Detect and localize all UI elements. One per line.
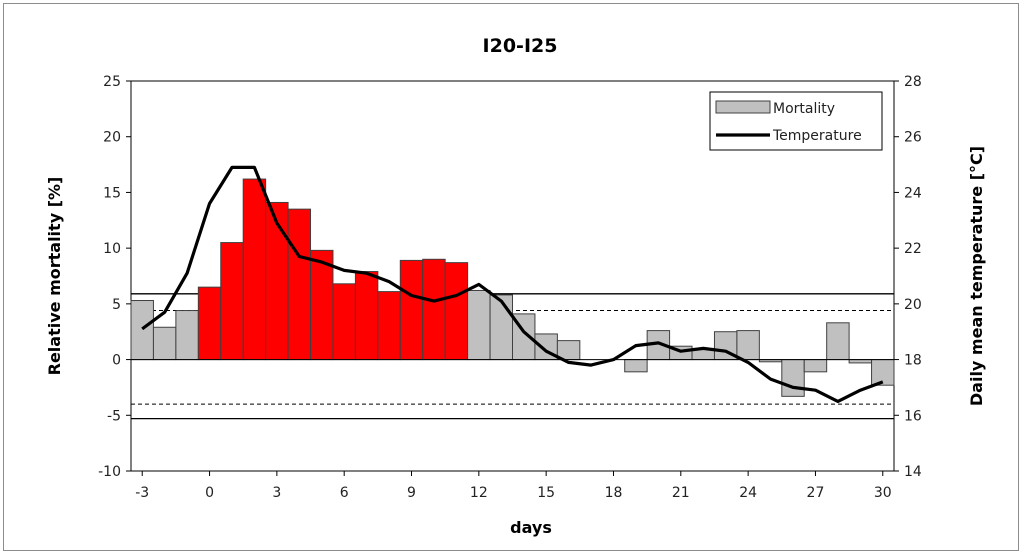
right-axis-ticks: 14 16 18 20 22 24 26 28 bbox=[894, 74, 922, 480]
mortality-bar-heatwave bbox=[197, 286, 222, 361]
left-tick-label: 15 bbox=[103, 185, 121, 201]
mortality-bar-heatwave bbox=[377, 291, 401, 361]
mortality-bar-heatwave bbox=[444, 262, 469, 361]
mortality-bar bbox=[826, 322, 850, 361]
x-tick-label: 30 bbox=[874, 485, 892, 501]
mortality-bar bbox=[467, 289, 491, 361]
legend: Mortality Temperature bbox=[709, 91, 883, 151]
right-tick-label: 14 bbox=[904, 464, 922, 480]
x-tick-label: 27 bbox=[807, 485, 825, 501]
right-tick-label: 20 bbox=[904, 297, 922, 313]
mortality-bars bbox=[130, 178, 895, 397]
left-axis-title: Relative mortality [%] bbox=[45, 177, 64, 376]
mortality-bar bbox=[175, 310, 199, 361]
mortality-bar-heatwave bbox=[310, 249, 334, 361]
mortality-bar bbox=[781, 359, 805, 397]
mortality-bar-heatwave bbox=[354, 271, 379, 361]
mortality-bar-heatwave bbox=[399, 259, 424, 361]
legend-mortality-label: Mortality bbox=[773, 101, 835, 117]
mortality-bar-heatwave bbox=[422, 258, 446, 361]
mortality-bar bbox=[624, 359, 648, 373]
x-axis-title: days bbox=[510, 518, 552, 537]
x-tick-label: 6 bbox=[340, 485, 349, 501]
mortality-bar-heatwave bbox=[287, 208, 312, 361]
x-tick-label: 12 bbox=[470, 485, 488, 501]
right-tick-label: 18 bbox=[904, 353, 922, 369]
left-axis-ticks: -10 -5 0 5 10 15 20 25 bbox=[98, 74, 131, 480]
x-tick-label: 21 bbox=[672, 485, 690, 501]
x-tick-label: 0 bbox=[205, 485, 214, 501]
left-tick-label: 0 bbox=[112, 353, 121, 369]
mortality-bar-heatwave bbox=[265, 201, 289, 361]
left-tick-label: 5 bbox=[112, 297, 121, 313]
legend-mortality-swatch bbox=[715, 100, 771, 114]
mortality-bar bbox=[736, 330, 760, 361]
mortality-bar bbox=[871, 359, 895, 386]
left-tick-label: 25 bbox=[103, 74, 121, 90]
mortality-bar-heatwave bbox=[332, 283, 356, 361]
x-tick-label: 9 bbox=[407, 485, 416, 501]
mortality-bar-heatwave bbox=[242, 178, 267, 361]
chart-title: I20-I25 bbox=[483, 35, 558, 57]
mortality-bar bbox=[130, 300, 154, 361]
x-tick-label: 3 bbox=[272, 485, 281, 501]
temperature-line bbox=[141, 165, 884, 403]
x-tick-label: -3 bbox=[135, 485, 149, 501]
x-tick-label: 24 bbox=[739, 485, 757, 501]
mortality-bar bbox=[152, 326, 177, 361]
right-tick-label: 26 bbox=[904, 130, 922, 146]
mortality-bar-heatwave bbox=[220, 242, 244, 361]
mortality-bar bbox=[803, 359, 828, 373]
left-tick-label: 10 bbox=[103, 241, 121, 257]
right-tick-label: 16 bbox=[904, 408, 922, 424]
x-tick-label: 15 bbox=[537, 485, 555, 501]
left-tick-label: 20 bbox=[103, 130, 121, 146]
left-tick-label: -5 bbox=[107, 408, 121, 424]
left-tick-label: -10 bbox=[98, 464, 121, 480]
right-tick-label: 22 bbox=[904, 241, 922, 257]
right-tick-label: 24 bbox=[904, 185, 922, 201]
right-axis-title: Daily mean temperature [°C] bbox=[967, 146, 986, 406]
mortality-bar bbox=[848, 359, 873, 364]
mortality-bar bbox=[489, 294, 514, 361]
x-tick-label: 18 bbox=[605, 485, 623, 501]
x-axis-ticks: -3 0 3 6 9 12 15 18 21 24 27 30 bbox=[135, 471, 892, 501]
right-tick-label: 28 bbox=[904, 74, 922, 90]
legend-temperature-label: Temperature bbox=[772, 128, 862, 144]
